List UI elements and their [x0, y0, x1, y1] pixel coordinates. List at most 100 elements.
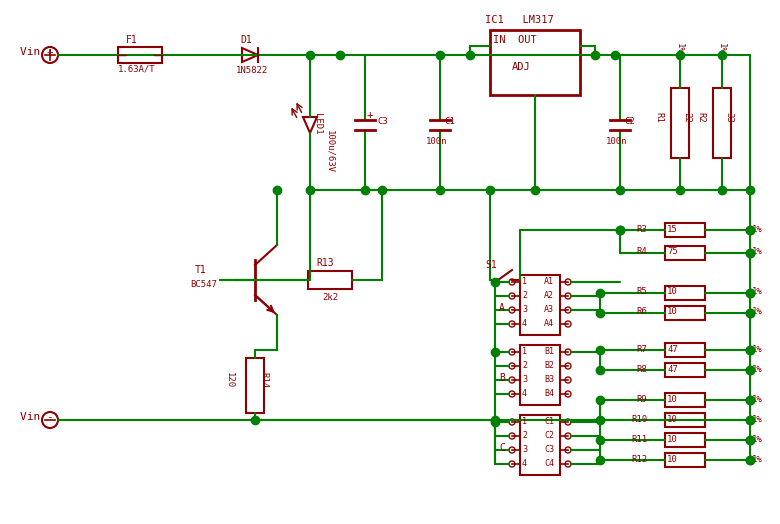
Bar	[665, 413, 705, 427]
Text: 1%: 1%	[752, 344, 763, 354]
Text: 10: 10	[667, 395, 678, 403]
Text: 1: 1	[522, 277, 527, 286]
Text: A4: A4	[544, 319, 554, 328]
Text: 2: 2	[522, 431, 527, 440]
Text: 120: 120	[225, 372, 234, 388]
Text: Vin +: Vin +	[20, 47, 54, 57]
Text: R10: R10	[631, 414, 647, 423]
Text: 10: 10	[667, 434, 678, 443]
Text: 15: 15	[667, 224, 678, 234]
Text: C2: C2	[624, 117, 635, 126]
Text: 1%: 1%	[752, 224, 763, 234]
Text: R1: R1	[654, 112, 663, 123]
Text: 1%: 1%	[752, 247, 763, 257]
Text: 75: 75	[667, 247, 678, 257]
Text: 10: 10	[667, 288, 678, 297]
Text: 4: 4	[522, 388, 527, 398]
Text: T1: T1	[195, 265, 207, 275]
Text: 3: 3	[522, 304, 527, 313]
Text: 100n: 100n	[426, 137, 448, 146]
Text: 1%: 1%	[752, 434, 763, 443]
Text: R6: R6	[636, 308, 647, 316]
Text: ADJ: ADJ	[512, 62, 530, 72]
Text: 1%: 1%	[752, 365, 763, 374]
Text: R9: R9	[636, 395, 647, 403]
Text: B: B	[499, 373, 505, 383]
Text: A2: A2	[544, 290, 554, 300]
Text: R2: R2	[696, 112, 705, 123]
Bar	[665, 453, 705, 467]
Text: 3: 3	[522, 375, 527, 384]
Text: B2: B2	[544, 361, 554, 369]
Text: 10: 10	[667, 454, 678, 464]
Text: B3: B3	[544, 375, 554, 384]
Text: 1N5822: 1N5822	[236, 66, 268, 75]
Text: R3: R3	[636, 224, 647, 234]
Bar	[520, 415, 560, 475]
Bar	[665, 363, 705, 377]
Bar	[490, 30, 580, 95]
Text: C1: C1	[544, 417, 554, 425]
Text: R5: R5	[636, 288, 647, 297]
Text: B1: B1	[544, 346, 554, 355]
Text: 1%: 1%	[752, 395, 763, 403]
Text: 1%: 1%	[752, 414, 763, 423]
Text: 2k2: 2k2	[322, 293, 338, 302]
Text: 1%: 1%	[675, 43, 684, 54]
Text: C3: C3	[377, 117, 388, 126]
Text: A3: A3	[544, 304, 554, 313]
Text: 1: 1	[522, 417, 527, 425]
Text: 4: 4	[522, 319, 527, 328]
Bar	[246, 357, 264, 412]
Text: 2: 2	[522, 361, 527, 369]
Text: 1: 1	[522, 346, 527, 355]
Text: 10: 10	[667, 414, 678, 423]
Text: A: A	[499, 303, 505, 313]
Bar	[665, 433, 705, 447]
Bar	[671, 88, 689, 158]
Text: C3: C3	[544, 444, 554, 453]
Text: C: C	[499, 443, 505, 453]
Text: R13: R13	[316, 258, 334, 268]
Text: BC547: BC547	[190, 280, 217, 289]
Text: R14: R14	[259, 372, 268, 388]
Bar	[665, 246, 705, 260]
Bar	[665, 223, 705, 237]
Bar	[520, 275, 560, 335]
Text: 1%: 1%	[717, 43, 726, 54]
Text: 1%: 1%	[752, 288, 763, 297]
Text: +: +	[367, 110, 374, 120]
Text: R12: R12	[631, 454, 647, 464]
Text: IN  OUT: IN OUT	[493, 35, 537, 45]
Text: C4: C4	[544, 458, 554, 467]
Text: 10: 10	[667, 308, 678, 316]
Text: A1: A1	[544, 277, 554, 286]
Text: 2: 2	[522, 290, 527, 300]
Bar	[118, 47, 162, 63]
Text: R4: R4	[636, 247, 647, 257]
Text: 1%: 1%	[752, 308, 763, 316]
Text: B4: B4	[544, 388, 554, 398]
Text: D1: D1	[240, 35, 252, 45]
Bar	[665, 286, 705, 300]
Text: C1: C1	[444, 117, 455, 126]
Text: 33: 33	[724, 112, 733, 123]
Text: R8: R8	[636, 365, 647, 374]
Text: R11: R11	[631, 434, 647, 443]
Text: 100u/63V: 100u/63V	[325, 130, 334, 173]
Bar	[308, 271, 352, 289]
Bar	[520, 345, 560, 405]
Text: 4: 4	[522, 458, 527, 467]
Text: C2: C2	[544, 431, 554, 440]
Bar	[665, 393, 705, 407]
Bar	[665, 343, 705, 357]
Bar	[665, 306, 705, 320]
Text: 100n: 100n	[606, 137, 627, 146]
Text: IC1   LM317: IC1 LM317	[485, 15, 554, 25]
Text: 47: 47	[667, 344, 678, 354]
Text: R7: R7	[636, 344, 647, 354]
Text: S1: S1	[485, 260, 497, 270]
Text: F1: F1	[126, 35, 138, 45]
Text: 1%: 1%	[752, 454, 763, 464]
Text: 47: 47	[667, 365, 678, 374]
